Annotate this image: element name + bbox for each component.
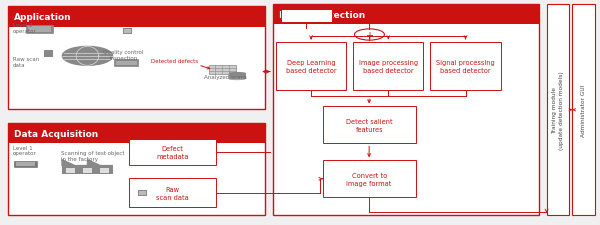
Bar — [572, 5, 595, 215]
Bar — [16, 162, 35, 166]
Text: Defect Detection: Defect Detection — [279, 11, 365, 20]
Bar — [323, 161, 416, 198]
Ellipse shape — [229, 73, 245, 74]
Bar — [138, 190, 148, 196]
Text: Administrator GUI: Administrator GUI — [581, 84, 586, 136]
Bar — [353, 43, 424, 90]
Ellipse shape — [229, 79, 245, 81]
Text: Quality control
inspection: Quality control inspection — [103, 50, 143, 61]
Bar — [430, 43, 500, 90]
Text: Raw
scan data: Raw scan data — [157, 186, 189, 200]
Polygon shape — [88, 160, 100, 166]
Bar — [62, 166, 113, 175]
Bar — [44, 51, 53, 58]
Text: Convert to
image format: Convert to image format — [346, 172, 392, 186]
Bar — [100, 169, 109, 173]
Text: Training module
(update detection models): Training module (update detection models… — [553, 71, 563, 149]
Text: Raw scan
data: Raw scan data — [13, 57, 39, 67]
Text: Detected defects: Detected defects — [151, 58, 198, 63]
Bar — [8, 7, 265, 27]
Text: Signal processing
based detector: Signal processing based detector — [436, 60, 495, 73]
Text: Level 2
operator: Level 2 operator — [13, 23, 37, 34]
Bar — [323, 107, 416, 144]
Text: Deep Learning
based detector: Deep Learning based detector — [286, 60, 337, 73]
Bar — [8, 124, 265, 144]
Bar — [124, 30, 131, 34]
Bar — [26, 26, 53, 34]
Bar — [28, 27, 51, 33]
Bar — [115, 60, 139, 67]
Bar — [547, 5, 569, 215]
Bar — [209, 66, 236, 75]
Text: Application: Application — [14, 13, 71, 22]
Bar — [273, 5, 539, 215]
Text: Level 1
operator: Level 1 operator — [13, 145, 37, 156]
Circle shape — [355, 30, 385, 41]
Bar — [273, 5, 539, 25]
Bar — [229, 74, 245, 80]
Bar — [123, 29, 133, 35]
Bar — [116, 61, 137, 66]
Text: Image processing
based detector: Image processing based detector — [359, 60, 418, 73]
Bar — [130, 178, 216, 207]
Text: Detect salient
features: Detect salient features — [346, 119, 392, 132]
Text: Data Acquisition: Data Acquisition — [14, 129, 98, 138]
Text: Scanning of test object
in the factory: Scanning of test object in the factory — [61, 151, 124, 161]
Bar — [14, 161, 37, 167]
Text: +: + — [365, 30, 373, 40]
Polygon shape — [100, 166, 113, 167]
Circle shape — [62, 47, 113, 66]
Bar — [139, 191, 146, 195]
Text: Analyzed scans: Analyzed scans — [204, 74, 247, 79]
Bar — [83, 169, 92, 173]
Bar — [8, 124, 265, 215]
Polygon shape — [75, 166, 88, 167]
Bar — [66, 169, 76, 173]
Bar — [276, 43, 346, 90]
Bar — [130, 139, 216, 165]
Polygon shape — [62, 160, 75, 166]
Bar — [281, 10, 332, 23]
Bar — [8, 7, 265, 109]
Text: Defect
metadata: Defect metadata — [157, 146, 189, 159]
